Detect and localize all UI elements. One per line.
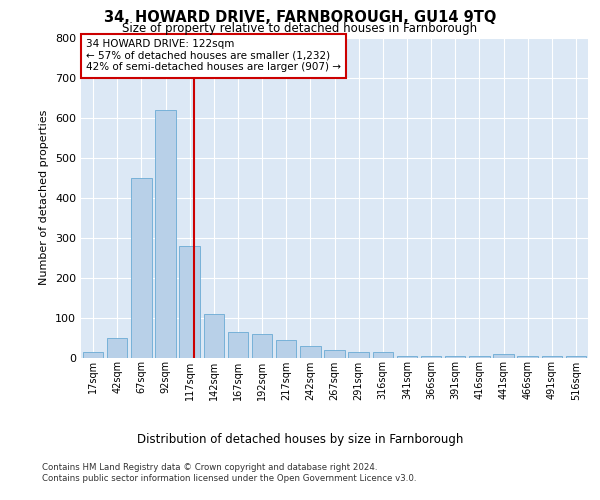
Bar <box>373 352 393 358</box>
Bar <box>300 346 320 358</box>
Text: Distribution of detached houses by size in Farnborough: Distribution of detached houses by size … <box>137 432 463 446</box>
Text: 34 HOWARD DRIVE: 122sqm
← 57% of detached houses are smaller (1,232)
42% of semi: 34 HOWARD DRIVE: 122sqm ← 57% of detache… <box>86 39 341 72</box>
Y-axis label: Number of detached properties: Number of detached properties <box>40 110 49 285</box>
Text: Contains public sector information licensed under the Open Government Licence v3: Contains public sector information licen… <box>42 474 416 483</box>
Bar <box>227 332 248 357</box>
Bar <box>445 356 466 358</box>
Bar <box>83 352 103 358</box>
Text: Contains HM Land Registry data © Crown copyright and database right 2024.: Contains HM Land Registry data © Crown c… <box>42 462 377 471</box>
Text: Size of property relative to detached houses in Farnborough: Size of property relative to detached ho… <box>122 22 478 35</box>
Bar <box>566 356 586 358</box>
Bar <box>493 354 514 358</box>
Bar <box>397 356 417 358</box>
Bar <box>155 110 176 358</box>
Bar <box>276 340 296 357</box>
Text: 34, HOWARD DRIVE, FARNBOROUGH, GU14 9TQ: 34, HOWARD DRIVE, FARNBOROUGH, GU14 9TQ <box>104 10 496 25</box>
Bar <box>542 356 562 358</box>
Bar <box>179 246 200 358</box>
Bar <box>107 338 127 357</box>
Bar <box>131 178 152 358</box>
Bar <box>421 356 442 358</box>
Bar <box>203 314 224 358</box>
Bar <box>349 352 369 358</box>
Bar <box>517 356 538 358</box>
Bar <box>324 350 345 358</box>
Bar <box>469 356 490 358</box>
Bar <box>252 334 272 357</box>
